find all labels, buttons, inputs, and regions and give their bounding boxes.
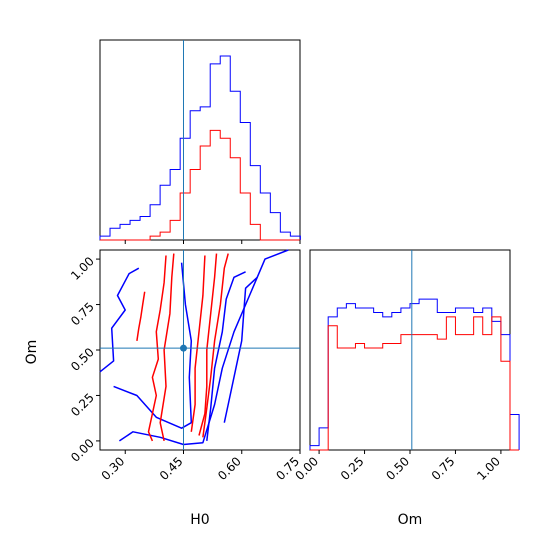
contour-series_a-1	[99, 267, 140, 373]
x-axis-h0-tick-label-0: 0.30	[99, 454, 128, 483]
om-hist-series-b	[310, 316, 520, 451]
contour-series_a-4	[223, 276, 258, 423]
contour-series_a-3	[206, 271, 246, 441]
y-axis-om-tick-label-2: 0.50	[68, 345, 97, 374]
x-axis-title-om: Om	[398, 512, 423, 528]
y-axis-om-tick-label-1: 0.25	[68, 391, 97, 420]
contour-series_b-1	[159, 253, 175, 442]
x-axis-om-tick-label-3: 0.75	[429, 454, 458, 483]
contour-series_a-0	[118, 249, 289, 446]
y-axis-om-tick-label-3: 0.75	[68, 300, 97, 329]
h0-hist-series-b	[100, 129, 301, 241]
y-axis-om-tick-label-4: 1.00	[68, 254, 97, 283]
contour-series_b-0	[147, 255, 167, 442]
contour-series_a-2	[113, 262, 193, 429]
contour-series_b-4	[190, 255, 206, 432]
y-axis-om-tick-label-0: 0.00	[68, 436, 97, 465]
x-axis-om-tick-label-1: 0.25	[338, 454, 367, 483]
panel-frame-2d	[99, 249, 301, 451]
x-axis-om-tick-label-2: 0.50	[383, 454, 412, 483]
x-axis-om-tick-label-4: 1.00	[474, 454, 503, 483]
content-layer: 0.30 0.45 0.60 0.75 0.00 0.25 0.50 0.75 1.00 0.00…	[68, 40, 520, 483]
contour-series_b-3	[198, 253, 218, 436]
panel-frame-h0-hist	[99, 39, 301, 241]
x-axis-h0-tick-label-2: 0.60	[215, 454, 244, 483]
contour-series_b-5	[136, 291, 146, 342]
panel-frame-om-hist	[309, 249, 511, 451]
x-axis-h0-tick-label-1: 0.45	[157, 454, 186, 483]
x-axis-om-tick-label-0: 0.00	[292, 454, 321, 483]
x-axis-title-h0: H0	[190, 512, 209, 528]
h0-hist-series-a	[99, 55, 301, 240]
om-hist-series-a	[309, 298, 520, 450]
contour-series_b-2	[202, 253, 229, 438]
y-axis-title-om: Om	[24, 340, 40, 365]
truth-marker	[179, 344, 187, 352]
